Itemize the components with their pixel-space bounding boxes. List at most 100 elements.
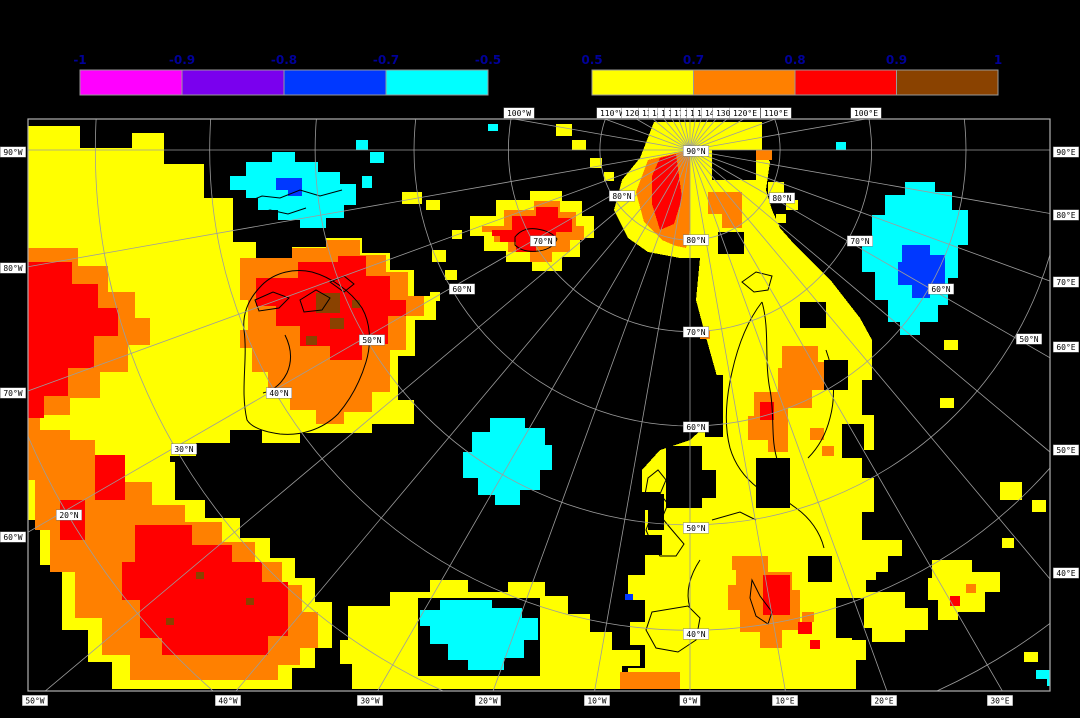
graticule-label-box — [359, 334, 386, 346]
graticule-label-box — [683, 421, 710, 433]
graticule-label-box — [0, 262, 27, 274]
meridian-line — [594, 149, 691, 691]
graticule-label: 90°W — [3, 148, 22, 157]
negative-core-siberia — [625, 245, 945, 600]
negative-region-alaska — [230, 140, 384, 228]
graticule-label-box — [769, 192, 796, 204]
meridian-line — [689, 149, 1050, 453]
graticule-label-box — [584, 695, 611, 706]
graticule-label-box — [1052, 146, 1079, 158]
graticule-label: 70°W — [3, 389, 22, 398]
graticule-label: 120°W — [625, 109, 649, 118]
coastline-alaska — [239, 189, 343, 216]
colorbar-tick-label: -0.5 — [475, 53, 501, 67]
graticule-label-box — [503, 107, 535, 119]
graticule-label-box — [1016, 333, 1043, 345]
graticule-label-box — [683, 326, 710, 338]
graticule-label: 50°E — [1056, 446, 1075, 455]
graticule-label: 90°N — [686, 147, 705, 156]
graticule-label: 30°E — [990, 697, 1009, 706]
graticule-label: 80°E — [1056, 211, 1075, 220]
graticule-label-box — [609, 190, 636, 202]
coastline-norway — [725, 301, 763, 489]
graticule-label: 60°N — [452, 285, 471, 294]
meridian-line — [689, 149, 1050, 214]
colorbar-tick-label: 0.9 — [886, 53, 907, 67]
graticule-label: 60°N — [686, 423, 705, 432]
coastline-iceland — [514, 228, 558, 252]
graticule-label-box — [357, 695, 384, 706]
map-frame — [27, 118, 1051, 692]
graticule-label: 20°W — [478, 697, 497, 706]
graticule-label: 110°E — [764, 109, 788, 118]
colorbar-tick-label: -1 — [73, 53, 86, 67]
orange-region-sweden — [748, 392, 788, 452]
meridian-line — [689, 149, 888, 691]
coastline-layer — [239, 189, 834, 653]
graticule-label-box — [22, 695, 49, 706]
colorbar-segment-brown — [896, 69, 999, 96]
graticule-label-box — [1052, 341, 1079, 353]
colorbar-tick-label: 0.5 — [581, 53, 602, 67]
graticule-label-box — [683, 234, 710, 246]
colorbars-layer: -1 -0.9 -0.8 -0.7 -0.5 0.5 0.7 0.8 0.9 1 — [73, 53, 1002, 96]
meridian-line — [235, 149, 691, 691]
meridian-line — [492, 149, 691, 691]
graticule-label-box — [729, 107, 761, 119]
colorbar-tick-label: -0.9 — [169, 53, 195, 67]
graticule-label-box — [987, 695, 1014, 706]
graticule-label: 20°E — [874, 697, 893, 706]
graticule-label-box — [0, 387, 27, 399]
graticule-label-box — [850, 107, 882, 119]
colorbar-tick-label: -0.7 — [373, 53, 399, 67]
graticule-label: 10°E — [775, 697, 794, 706]
graticule-label-box — [1052, 567, 1079, 579]
graticule-label-box — [214, 695, 241, 706]
graticule-label: 110°W — [600, 109, 624, 118]
graticule-label: 60°W — [3, 533, 22, 542]
negative-region-south-atlantic — [420, 600, 538, 670]
graticule-label: 50°N — [1019, 335, 1038, 344]
red-region-pole-streak — [652, 154, 682, 230]
graticule-label-box — [1052, 444, 1079, 456]
coastline-britain — [621, 469, 685, 557]
colorbar-tick-label: -0.8 — [271, 53, 297, 67]
colorbar-segment-red — [794, 69, 897, 96]
graticule-label-box — [0, 531, 27, 543]
coastline-scandes-border — [761, 301, 779, 463]
meridian-line — [28, 149, 691, 392]
graticule-label: 90°E — [1056, 148, 1075, 157]
graticule-label: 70°N — [686, 328, 705, 337]
graticule-label: 20°N — [59, 511, 78, 520]
graticule-label-box — [1052, 276, 1079, 288]
coastline-finland-east — [807, 349, 834, 459]
red-region-left-edge — [28, 262, 118, 418]
graticule-label-box — [683, 522, 710, 534]
graticule-label: 40°N — [686, 630, 705, 639]
colorbar-segment-yellow — [591, 69, 694, 96]
graticule-label: 60°E — [1056, 343, 1075, 352]
graticule-label-box — [679, 695, 701, 706]
graticule-label: 80°N — [686, 236, 705, 245]
graticule-label: 50°N — [686, 524, 705, 533]
graticule-label-box — [56, 509, 83, 521]
graticule-label-box — [928, 283, 955, 295]
coastline-svalbard — [741, 271, 773, 293]
meridian-line — [689, 149, 786, 691]
negative-region-mid-atlantic — [463, 418, 552, 505]
graticule-label-box — [772, 695, 799, 706]
graticule-label: 80°N — [772, 194, 791, 203]
meridian-line — [689, 149, 1003, 691]
positive-region-europe-arctic — [614, 122, 876, 689]
graticule-label-box — [1052, 209, 1079, 221]
meridian-line — [689, 149, 1050, 282]
graticule-label: 70°E — [1056, 278, 1075, 287]
orange-region-finland — [778, 346, 826, 408]
colorbar-tick-label: 0.7 — [683, 53, 704, 67]
meridian-line — [689, 149, 1050, 580]
colorbar-segment-orange — [693, 69, 796, 96]
graticule-label-box — [683, 628, 710, 640]
graticule-label-box — [0, 146, 27, 158]
graticule-label-box — [847, 235, 874, 247]
